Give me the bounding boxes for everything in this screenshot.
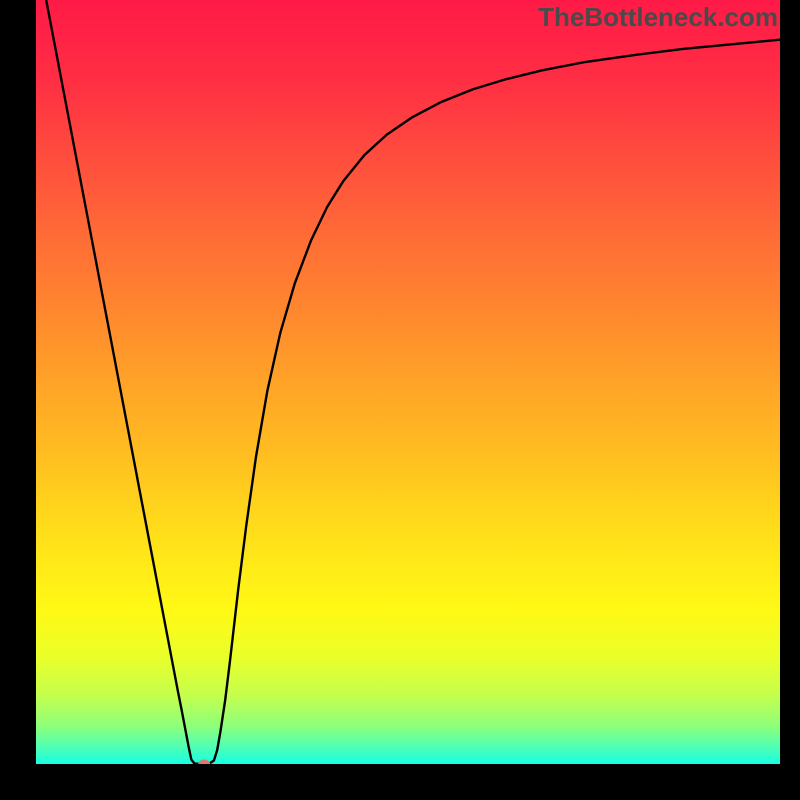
border-left <box>0 0 36 800</box>
chart-container: TheBottleneck.com <box>0 0 800 800</box>
bottleneck-chart <box>0 0 800 800</box>
border-right <box>780 0 800 800</box>
watermark-label: TheBottleneck.com <box>538 2 778 33</box>
border-bottom <box>0 764 800 800</box>
plot-background <box>36 0 780 764</box>
